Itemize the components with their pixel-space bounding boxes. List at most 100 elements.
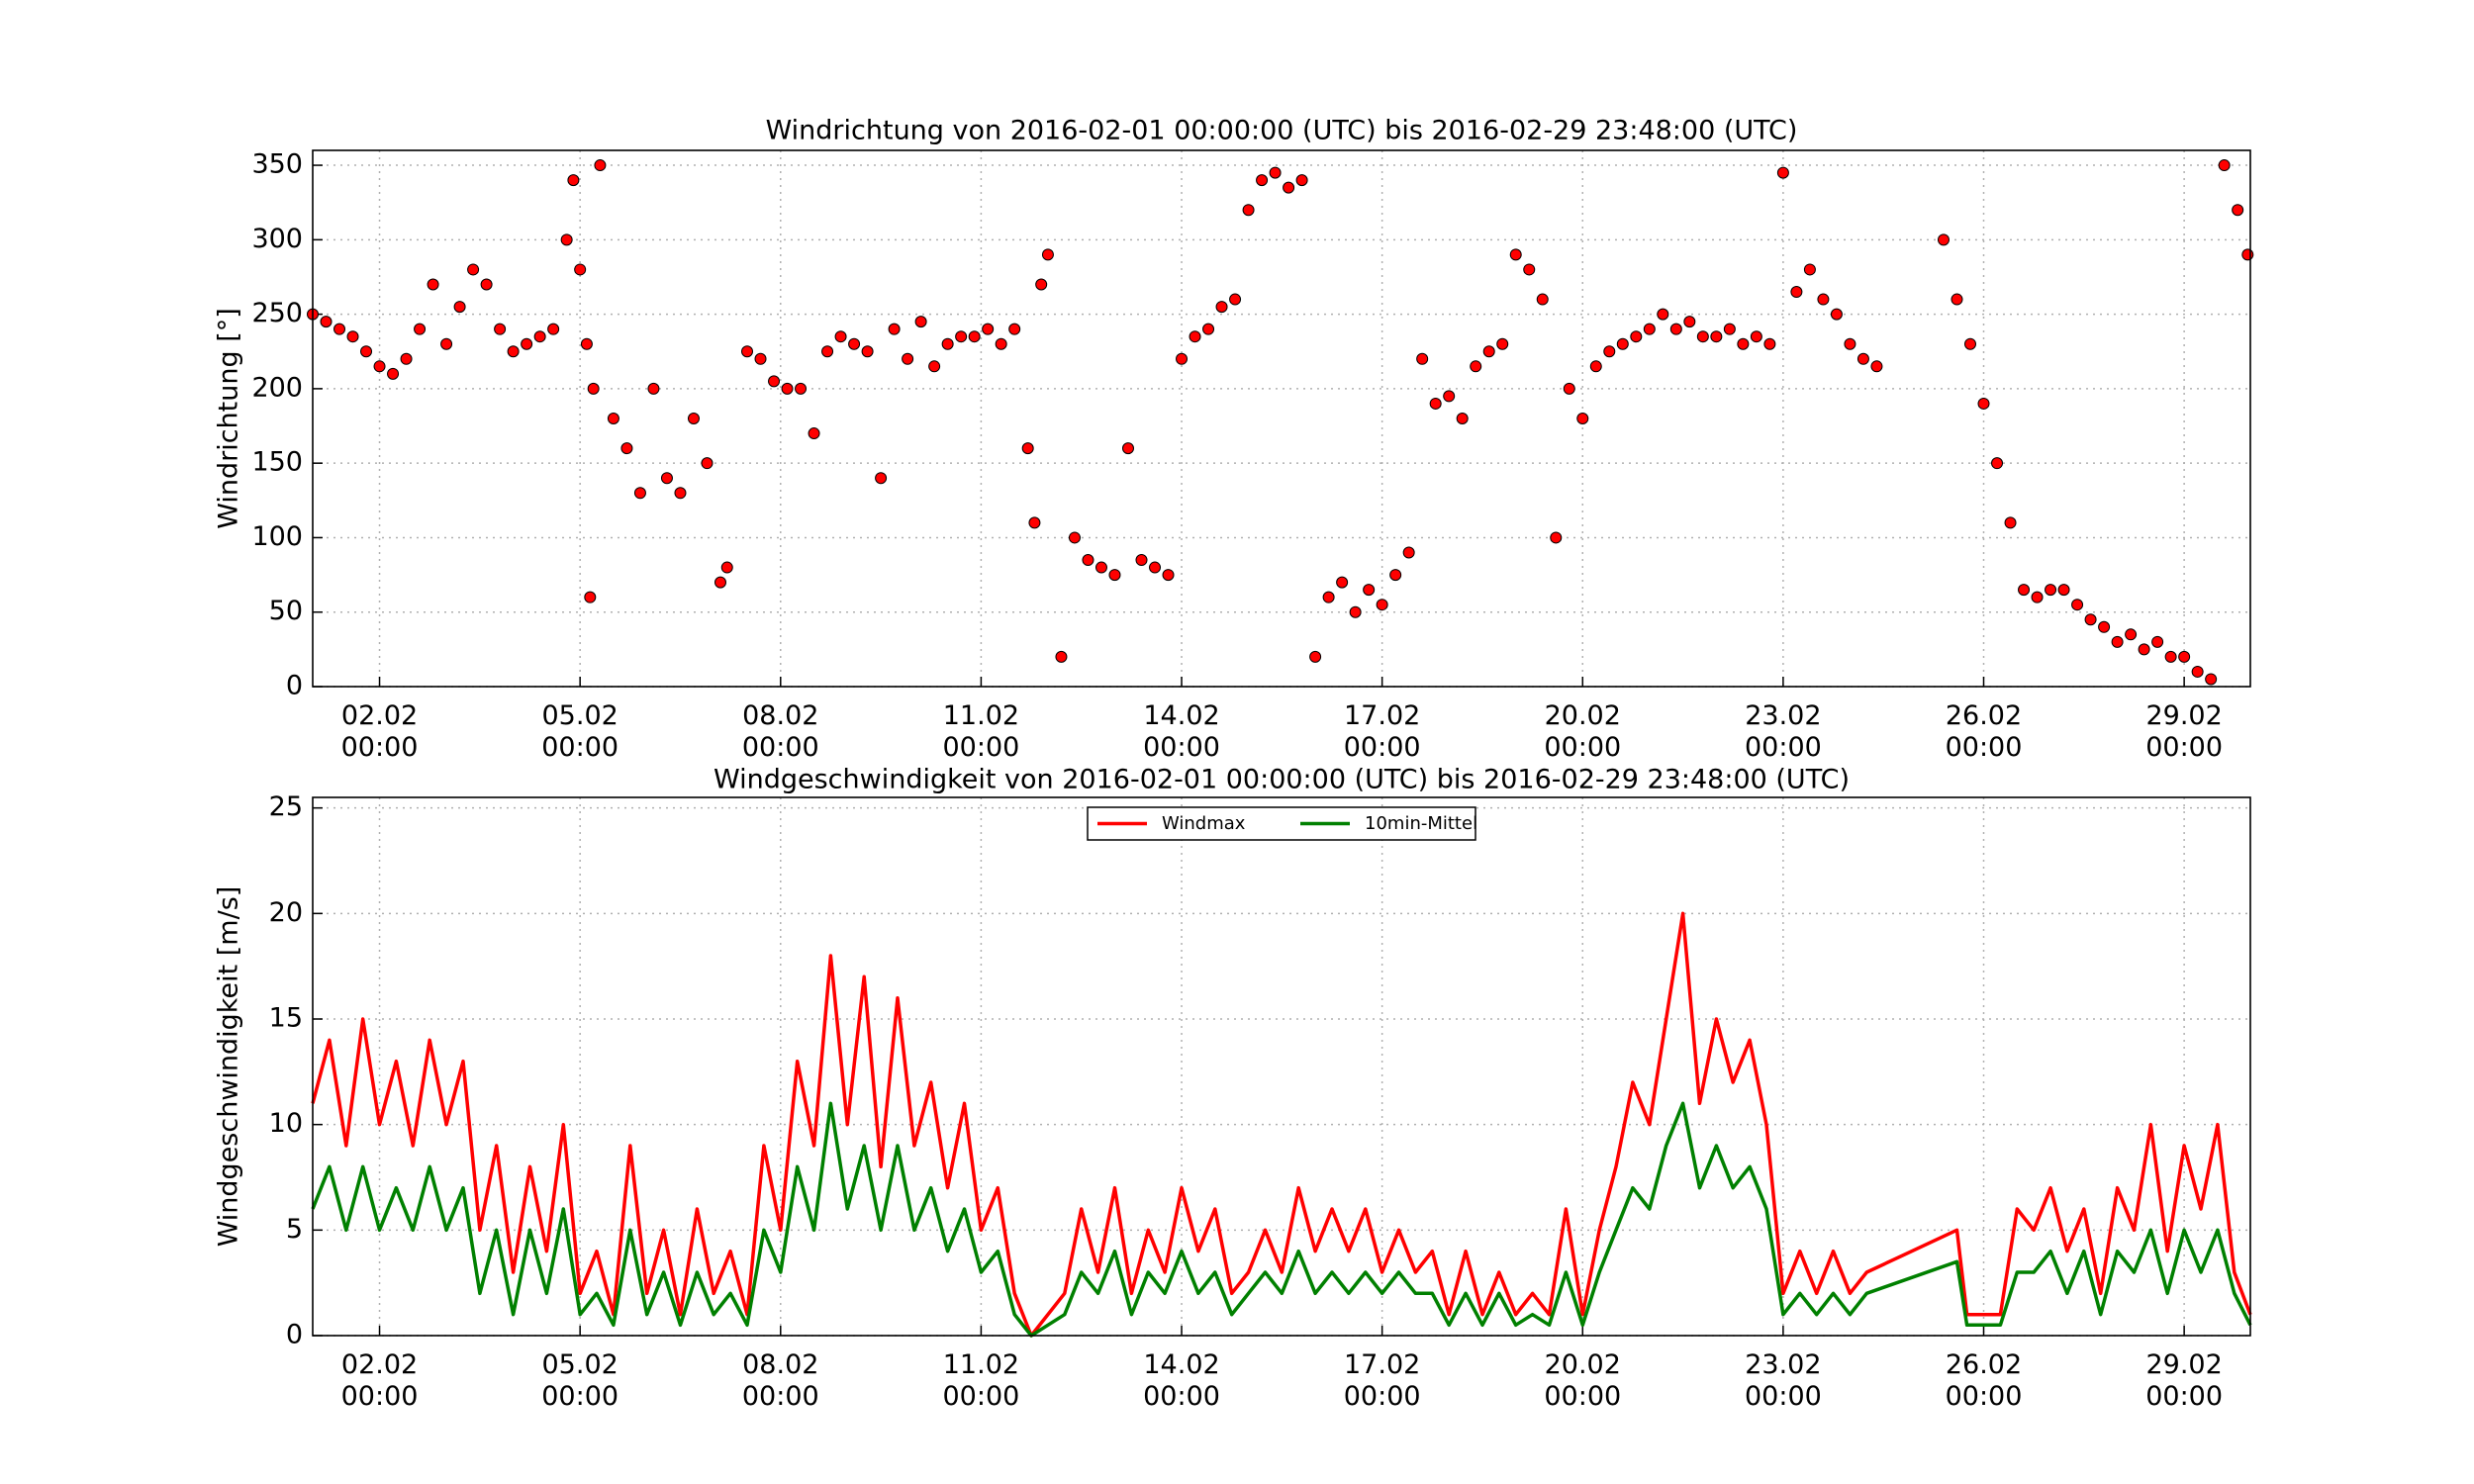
point — [1817, 293, 1830, 306]
point — [2125, 628, 2138, 641]
plot-frame — [312, 796, 2251, 1337]
point — [1021, 442, 1034, 455]
point — [1830, 308, 1843, 321]
x-tick-label: 26.02 00:00 — [1946, 1349, 2023, 1412]
point — [1870, 360, 1883, 373]
point — [1176, 352, 1189, 365]
y-tick-label: 200 — [251, 372, 303, 403]
point — [2071, 599, 2084, 611]
point — [2232, 204, 2244, 217]
point — [2191, 665, 2204, 678]
point — [387, 367, 400, 380]
point — [1737, 337, 1750, 350]
point — [2151, 635, 2164, 648]
point — [1723, 323, 1736, 335]
point — [861, 345, 874, 358]
point — [480, 278, 493, 291]
point — [587, 382, 600, 395]
x-tick-label: 08.02 00:00 — [742, 1349, 819, 1412]
x-tick-label: 26.02 00:00 — [1946, 700, 2023, 763]
x-tick-label: 20.02 00:00 — [1544, 700, 1621, 763]
point — [1135, 554, 1148, 567]
point — [1977, 397, 1990, 410]
point — [1162, 569, 1175, 582]
point — [547, 323, 560, 335]
point — [2241, 248, 2254, 261]
x-tick-label: 11.02 00:00 — [942, 1349, 1019, 1412]
point — [875, 472, 888, 485]
point — [1189, 330, 1201, 343]
point — [1991, 457, 2004, 470]
point — [902, 352, 914, 365]
point — [1951, 293, 1963, 306]
point — [2111, 635, 2124, 648]
point — [1322, 591, 1335, 603]
point — [1509, 248, 1522, 261]
x-tick-label: 02.02 00:00 — [341, 1349, 419, 1412]
point — [467, 263, 480, 276]
point — [2205, 673, 2218, 686]
x-tick-label: 02.02 00:00 — [341, 700, 419, 763]
point — [1269, 166, 1282, 179]
y-tick-label: 50 — [269, 596, 303, 626]
point — [2031, 591, 2044, 603]
point — [400, 352, 413, 365]
point — [620, 442, 633, 455]
point — [888, 323, 901, 335]
point — [373, 360, 386, 373]
line-series — [311, 1101, 2252, 1338]
legend-box — [1087, 806, 1476, 841]
point — [2045, 584, 2057, 597]
x-tick-label: 17.02 00:00 — [1344, 1349, 1421, 1412]
point — [1256, 174, 1269, 187]
point — [1349, 605, 1362, 618]
point — [2178, 650, 2191, 663]
point — [1082, 554, 1094, 567]
point — [567, 174, 580, 187]
point — [521, 337, 533, 350]
point — [1523, 263, 1536, 276]
legend-label: Windmax — [1162, 813, 1246, 834]
point — [1242, 204, 1255, 217]
point — [1429, 397, 1442, 410]
point — [768, 375, 781, 388]
y-tick-label: 250 — [251, 298, 303, 328]
point — [982, 323, 995, 335]
point — [1643, 323, 1656, 335]
x-tick-label: 29.02 00:00 — [2145, 1349, 2223, 1412]
point — [1008, 323, 1021, 335]
point — [574, 263, 587, 276]
point — [1776, 166, 1789, 179]
point — [1229, 293, 1242, 306]
point — [955, 330, 968, 343]
point — [533, 330, 546, 343]
point — [1964, 337, 1977, 350]
point — [1149, 561, 1162, 574]
point — [995, 337, 1007, 350]
point — [1309, 650, 1322, 663]
point — [427, 278, 439, 291]
y-tick-label: 150 — [251, 447, 303, 478]
y-tick-label: 0 — [286, 1320, 303, 1350]
point — [1589, 360, 1602, 373]
point — [2057, 584, 2070, 597]
y-tick-label: 100 — [251, 521, 303, 552]
point — [1630, 330, 1643, 343]
point — [1563, 382, 1575, 395]
x-tick-label: 29.02 00:00 — [2145, 700, 2223, 763]
point — [1576, 413, 1589, 424]
y-tick-label: 15 — [269, 1003, 303, 1034]
point — [2004, 516, 2017, 529]
point — [1363, 584, 1376, 597]
point — [687, 413, 700, 424]
point — [701, 457, 714, 470]
point — [1068, 531, 1081, 544]
point — [584, 591, 597, 603]
point — [1536, 293, 1549, 306]
point — [660, 472, 673, 485]
point — [1763, 337, 1776, 350]
point — [607, 413, 619, 424]
point — [941, 337, 954, 350]
x-tick-label: 05.02 00:00 — [541, 1349, 618, 1412]
